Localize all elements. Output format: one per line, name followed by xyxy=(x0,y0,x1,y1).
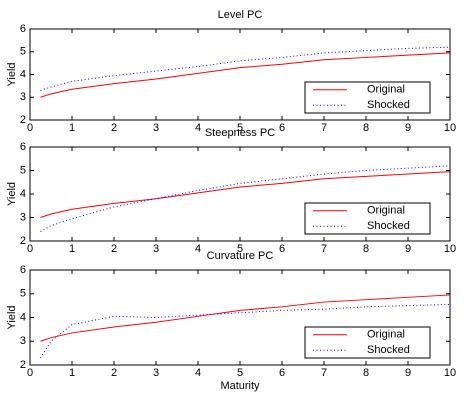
x-tick-label: 7 xyxy=(321,122,327,134)
x-tick-label: 0 xyxy=(27,122,33,134)
y-tick-label: 2 xyxy=(20,235,26,247)
legend-label: Original xyxy=(367,84,405,96)
y-tick-label: 2 xyxy=(20,114,26,126)
x-tick-label: 6 xyxy=(279,367,285,379)
legend-label: Shocked xyxy=(367,99,410,111)
y-tick-label: 6 xyxy=(20,23,26,35)
x-tick-label: 3 xyxy=(153,367,159,379)
y-tick-label: 6 xyxy=(20,141,26,153)
legend-label: Original xyxy=(367,329,405,341)
y-tick-label: 4 xyxy=(20,188,26,200)
x-axis-label: Maturity xyxy=(220,380,260,392)
x-tick-label: 4 xyxy=(195,243,201,255)
x-tick-label: 5 xyxy=(237,367,243,379)
x-tick-label: 1 xyxy=(69,122,75,134)
x-tick-label: 4 xyxy=(195,122,201,134)
x-tick-label: 5 xyxy=(237,122,243,134)
legend-label: Original xyxy=(367,205,405,217)
data-line xyxy=(40,165,451,233)
x-tick-label: 3 xyxy=(153,122,159,134)
y-tick-label: 3 xyxy=(20,335,26,347)
legend-label: Shocked xyxy=(367,220,410,232)
y-tick-label: 5 xyxy=(20,288,26,300)
x-tick-label: 2 xyxy=(111,122,117,134)
x-tick-label: 0 xyxy=(27,243,33,255)
x-tick-label: 6 xyxy=(279,243,285,255)
x-tick-label: 9 xyxy=(405,243,411,255)
chart-title: Level PC xyxy=(218,9,263,21)
chart-title: Curvature PC xyxy=(207,250,274,262)
y-tick-label: 4 xyxy=(20,311,26,323)
y-tick-label: 3 xyxy=(20,91,26,103)
x-tick-label: 2 xyxy=(111,367,117,379)
x-tick-label: 10 xyxy=(444,243,456,255)
x-tick-label: 4 xyxy=(195,367,201,379)
chart-title: Steepness PC xyxy=(205,127,275,139)
y-axis-label: Yield xyxy=(6,182,18,206)
y-axis-label: Yield xyxy=(6,62,18,86)
x-tick-label: 8 xyxy=(363,243,369,255)
y-tick-label: 5 xyxy=(20,46,26,58)
x-tick-label: 8 xyxy=(363,122,369,134)
x-tick-label: 2 xyxy=(111,243,117,255)
y-tick-label: 4 xyxy=(20,68,26,80)
x-tick-label: 1 xyxy=(69,367,75,379)
x-tick-label: 7 xyxy=(321,243,327,255)
x-tick-label: 7 xyxy=(321,367,327,379)
y-tick-label: 3 xyxy=(20,211,26,223)
x-tick-label: 1 xyxy=(69,243,75,255)
y-tick-label: 6 xyxy=(20,264,26,276)
data-line xyxy=(40,294,451,342)
y-axis-label: Yield xyxy=(6,305,18,329)
x-tick-label: 10 xyxy=(444,367,456,379)
legend-box xyxy=(304,81,431,114)
x-tick-label: 3 xyxy=(153,243,159,255)
x-tick-label: 6 xyxy=(279,122,285,134)
x-tick-label: 9 xyxy=(405,122,411,134)
y-tick-label: 2 xyxy=(20,359,26,371)
x-tick-label: 10 xyxy=(444,122,456,134)
y-tick-label: 5 xyxy=(20,164,26,176)
legend-label: Shocked xyxy=(367,344,410,356)
x-tick-label: 5 xyxy=(237,243,243,255)
legend-box xyxy=(304,326,431,359)
data-line xyxy=(40,171,451,218)
x-tick-label: 0 xyxy=(27,367,33,379)
data-line xyxy=(40,52,451,98)
x-tick-label: 8 xyxy=(363,367,369,379)
legend-box xyxy=(304,202,431,235)
x-tick-label: 9 xyxy=(405,367,411,379)
